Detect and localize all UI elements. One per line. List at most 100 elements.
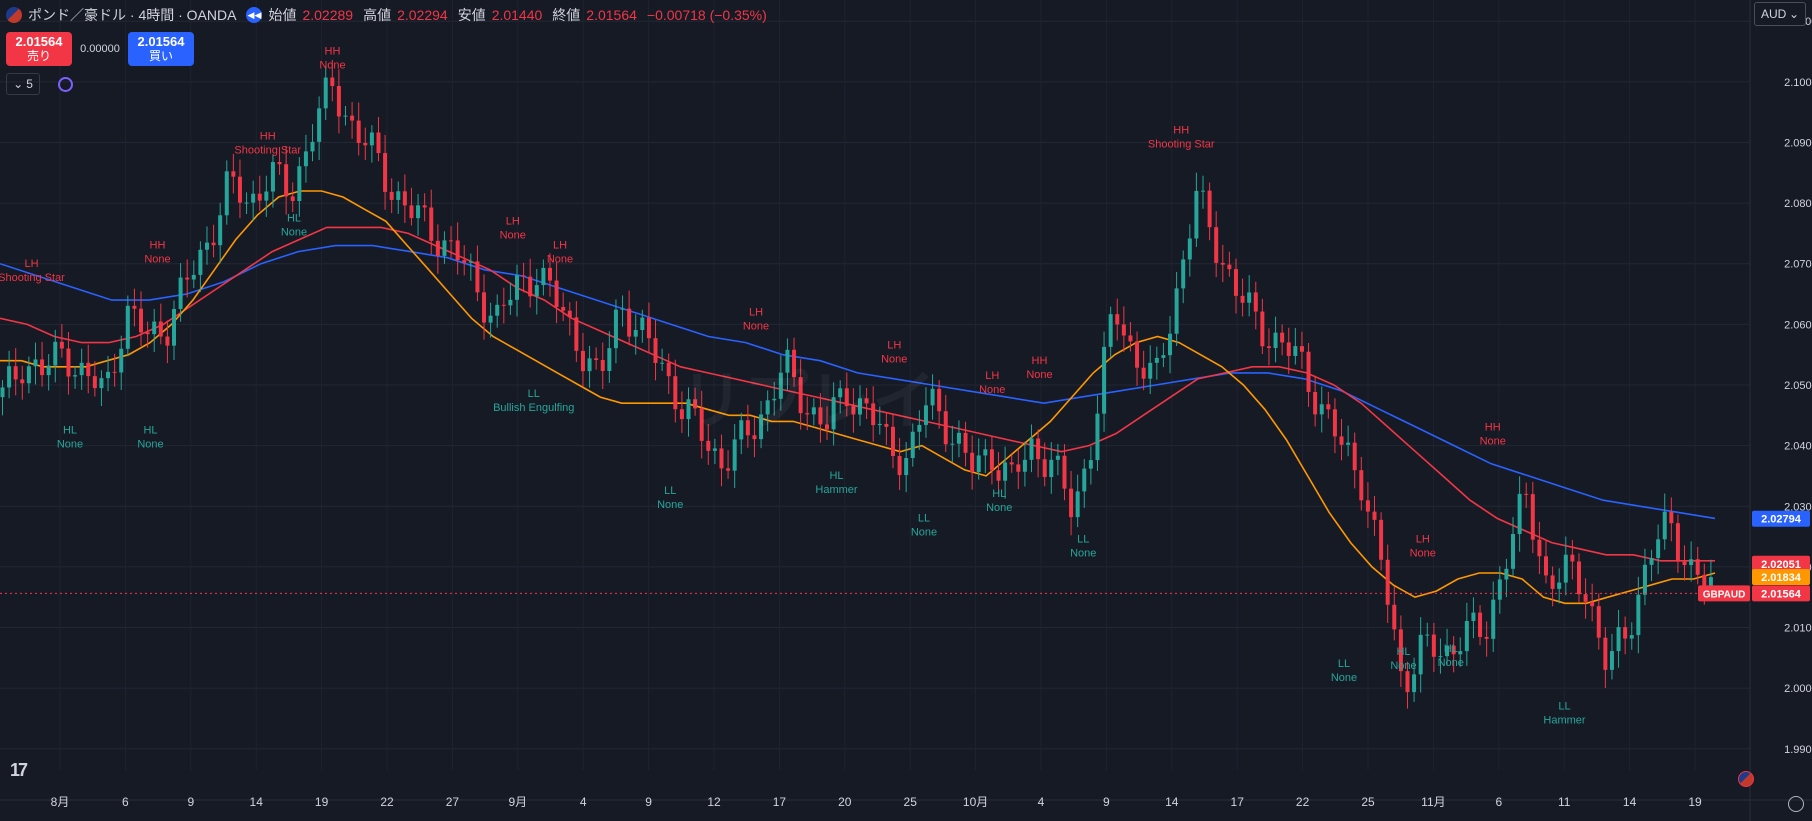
candle-body <box>152 321 157 335</box>
y-tick-label: 2.09000 <box>1784 137 1812 149</box>
candle-body <box>1187 238 1192 260</box>
x-tick-label: 17 <box>1231 795 1245 809</box>
candle-body <box>416 205 421 219</box>
candle-body <box>468 261 473 263</box>
pattern-annotation: None <box>1070 548 1096 560</box>
candle-body <box>449 240 454 242</box>
y-tick-label: 2.01000 <box>1784 623 1812 635</box>
sell-button[interactable]: 2.01564 売り <box>6 32 72 66</box>
symbol-tag <box>1698 585 1750 602</box>
candle-body <box>765 400 770 415</box>
price-tag <box>1752 510 1810 527</box>
candle-body <box>1075 491 1080 518</box>
sell-price: 2.01564 <box>15 34 63 49</box>
symbol-header: ポンド／豪ドル · 4時間 · OANDA ◀◀ 始値 2.02289 高値 2.0… <box>6 4 771 26</box>
candle-body <box>627 308 632 337</box>
candle-body <box>1260 311 1265 347</box>
candle-body <box>686 399 691 420</box>
symbol-flag-icon <box>1738 771 1754 787</box>
candle-body <box>0 387 5 398</box>
candle-body <box>1227 264 1232 270</box>
open-value: 2.02289 <box>302 7 354 23</box>
candle-body <box>1425 634 1430 636</box>
candle-body <box>554 280 559 307</box>
x-axis: 8月 6 9 14 19 22 27 9月 4 9 12 17 20 25 10月 4 9 14 17 22 25 11月… <box>0 795 1812 809</box>
candle-body <box>145 332 150 335</box>
price-tag <box>1752 555 1810 572</box>
candle-body <box>547 267 552 281</box>
candle-body <box>1326 404 1331 410</box>
gear-icon[interactable] <box>1788 796 1804 812</box>
close-label: 終値 <box>552 7 581 23</box>
candle-body <box>508 299 513 306</box>
candle-body <box>46 365 51 376</box>
candle-body <box>106 371 111 379</box>
pattern-annotation: None <box>319 60 345 72</box>
candle-body <box>1161 355 1166 358</box>
candle-body <box>1379 519 1384 560</box>
buy-button[interactable]: 2.01564 買い <box>128 32 194 66</box>
pattern-annotation: None <box>137 439 163 451</box>
x-tick-label: 22 <box>380 795 394 809</box>
candle-body <box>1128 335 1133 342</box>
candle-body <box>528 276 533 297</box>
candle-body <box>884 423 889 427</box>
candle-body <box>989 449 994 471</box>
pattern-annotation: Shooting Star <box>1148 138 1215 150</box>
replay-icon[interactable]: ◀◀ <box>246 7 263 23</box>
candle-body <box>1359 470 1364 501</box>
candle-body <box>1682 561 1687 566</box>
candles <box>0 59 1713 709</box>
candle-body <box>673 376 678 410</box>
x-tick-label: 10月 <box>963 795 988 809</box>
candle-body <box>515 275 519 300</box>
candle-body <box>119 348 124 373</box>
candle-body <box>699 408 704 441</box>
y-tick-label: 2.10000 <box>1784 77 1812 89</box>
candle-body <box>1557 582 1562 589</box>
candle-body <box>1168 333 1173 356</box>
trade-panel: 2.01564 売り 0.00000 2.01564 買い <box>6 32 194 66</box>
candle-body <box>343 115 348 117</box>
candle-body <box>99 378 104 389</box>
candle-body <box>139 308 144 333</box>
spread-value: 0.00000 <box>80 43 120 55</box>
candle-body <box>1108 314 1113 347</box>
indicators-toggle[interactable]: ⌄ 5 <box>6 73 40 95</box>
currency-select[interactable]: AUD ⌄ <box>1754 2 1806 26</box>
pattern-annotation: Bullish Engulfing <box>493 402 574 414</box>
candle-body <box>369 132 374 146</box>
candle-body <box>739 420 744 440</box>
symbol-title[interactable]: ポンド／豪ドル · 4時間 · OANDA <box>28 7 237 23</box>
x-tick-label: 20 <box>838 795 852 809</box>
pattern-annotation: None <box>281 226 307 238</box>
gb-au-flag-icon <box>6 7 22 23</box>
candle-body <box>1201 190 1205 192</box>
candle-body <box>963 432 968 453</box>
candle-body <box>251 193 256 203</box>
candle-body <box>336 86 341 117</box>
candle-body <box>759 414 764 440</box>
buy-label: 買い <box>148 49 173 63</box>
candle-body <box>1280 332 1285 343</box>
chevron-down-icon: ⌄ <box>1788 7 1799 21</box>
currency-value: AUD <box>1761 7 1787 21</box>
candle-body <box>561 306 566 311</box>
price-tag-label: 2.02051 <box>1761 559 1801 571</box>
candle-body <box>732 439 737 471</box>
candle-body <box>890 426 895 457</box>
candle-body <box>607 348 612 371</box>
candle-body <box>1352 442 1357 471</box>
candle-body <box>825 424 830 430</box>
candle-body <box>1253 292 1258 312</box>
candle-body <box>1464 620 1469 652</box>
pattern-annotation: None <box>144 254 170 266</box>
candle-body <box>1299 346 1304 352</box>
candle-body <box>1398 629 1403 672</box>
candle-body <box>983 449 988 456</box>
tradingview-logo[interactable]: 17 <box>10 760 28 780</box>
candle-body <box>1695 559 1700 575</box>
candle-body <box>1491 599 1496 639</box>
x-tick-label: 14 <box>250 795 264 809</box>
